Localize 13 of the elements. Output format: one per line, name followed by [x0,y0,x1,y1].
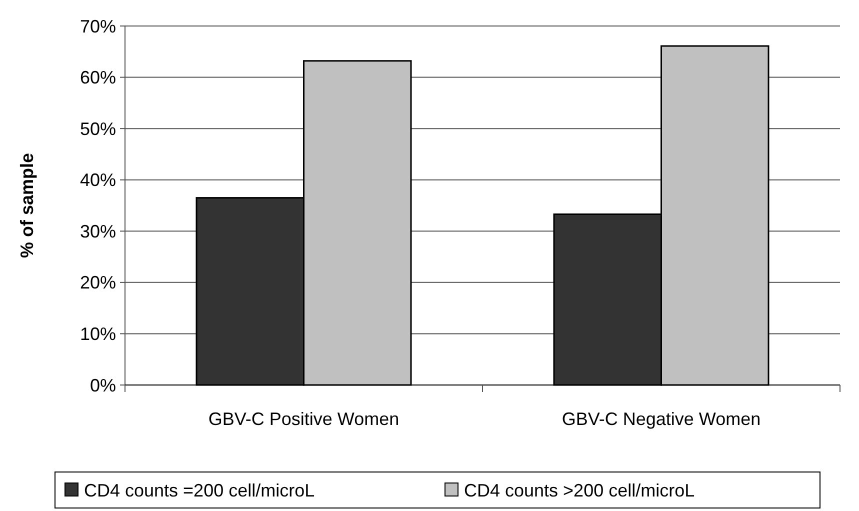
y-tick-label: 50% [80,118,116,139]
legend-label: CD4 counts >200 cell/microL [464,480,695,500]
y-tick-label: 40% [80,170,116,190]
y-tick-label: 20% [80,272,116,293]
y-axis-title: % of sample [17,152,37,258]
y-tick-label: 30% [80,221,116,242]
y-tick-label: 0% [90,375,116,396]
y-tick-label: 10% [80,324,116,344]
legend-label: CD4 counts =200 cell/microL [84,480,315,500]
x-tick-label: GBV-C Negative Women [562,409,761,429]
y-tick-label: 60% [80,68,116,88]
y-tick-label: 70% [80,16,116,36]
x-tick-label: GBV-C Positive Women [208,409,400,429]
